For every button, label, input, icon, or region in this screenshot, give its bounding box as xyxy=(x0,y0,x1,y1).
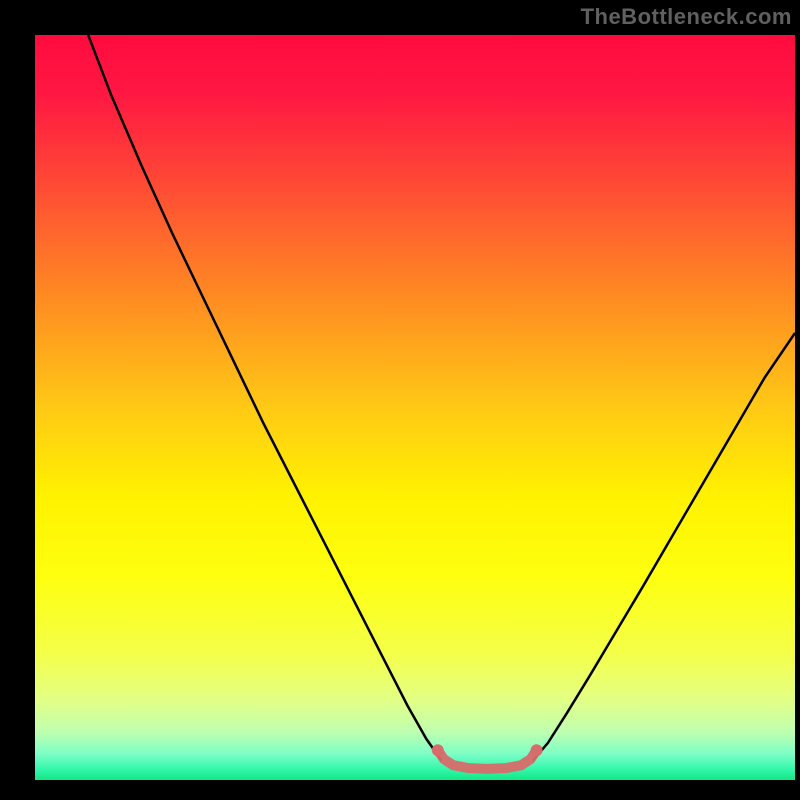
min-marker-dot-left xyxy=(432,744,444,756)
chart-container: TheBottleneck.com xyxy=(0,0,800,800)
min-marker xyxy=(438,750,537,769)
left-curve xyxy=(88,35,441,761)
min-marker-dot-right xyxy=(531,744,543,756)
plot-area xyxy=(35,35,795,780)
curve-layer xyxy=(35,35,795,780)
right-curve xyxy=(533,333,795,761)
watermark-text: TheBottleneck.com xyxy=(581,4,792,30)
